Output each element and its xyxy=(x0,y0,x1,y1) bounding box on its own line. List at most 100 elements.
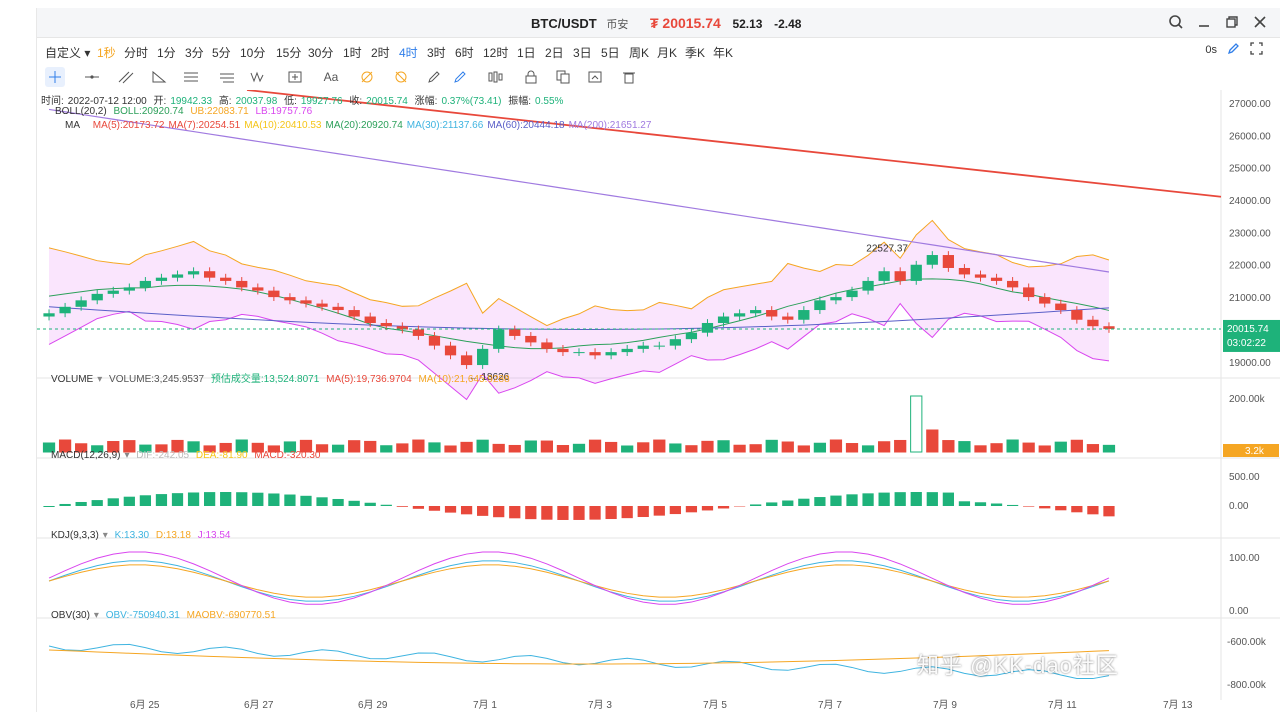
macd-bar xyxy=(798,498,810,506)
search-icon[interactable] xyxy=(1167,13,1185,31)
timeframe-4[interactable]: 3分 xyxy=(185,46,204,60)
timeframe-1[interactable]: 1秒 xyxy=(97,46,116,60)
timeframe-8[interactable]: 30分 xyxy=(308,46,334,60)
volume-name[interactable]: VOLUME xyxy=(51,374,94,385)
boll-name[interactable]: BOLL(20,2) xyxy=(55,106,107,117)
timeframe-6[interactable]: 10分 xyxy=(240,46,266,60)
timeframe-2[interactable]: 分时 xyxy=(124,46,149,60)
macd-bar xyxy=(621,506,633,519)
restore-icon[interactable] xyxy=(1223,13,1241,31)
lock-icon[interactable] xyxy=(521,67,541,87)
candle-body xyxy=(637,345,649,349)
price-change: 52.13 xyxy=(732,17,763,31)
ma-item-3: MA(20):20920.74 xyxy=(325,120,403,131)
timeframe-0[interactable]: 自定义 ▾ xyxy=(45,46,91,60)
timeframe-20[interactable]: 月K xyxy=(657,46,678,60)
countdown-timer: 0s xyxy=(1205,44,1217,56)
macd-axis-top: 500.00 xyxy=(1229,472,1260,483)
candle-body xyxy=(396,326,408,330)
volume-bar xyxy=(203,445,216,453)
candle-body xyxy=(171,274,184,278)
text-icon[interactable]: Aa xyxy=(323,70,339,84)
drawing-toolbar: Aa xyxy=(37,65,1280,89)
timeframe-18[interactable]: 5日 xyxy=(601,46,620,60)
volume-bar xyxy=(251,442,264,453)
volume-bar xyxy=(733,444,746,453)
timeframe-14[interactable]: 12时 xyxy=(483,46,509,60)
candle-body xyxy=(91,293,103,301)
edit-icon[interactable] xyxy=(1227,42,1240,58)
candle-body xyxy=(268,290,280,298)
volume-bar xyxy=(1086,444,1100,453)
volume-bar xyxy=(75,443,88,453)
timeframe-13[interactable]: 6时 xyxy=(455,46,474,60)
timeframe-3[interactable]: 1分 xyxy=(157,46,176,60)
candle-body xyxy=(782,316,794,320)
crosshair-icon[interactable] xyxy=(45,67,65,87)
macd-bar xyxy=(59,503,71,506)
volume-bar xyxy=(861,445,875,453)
timeframe-15[interactable]: 1日 xyxy=(517,46,536,60)
candles-icon[interactable] xyxy=(485,67,505,87)
candle-body xyxy=(717,316,730,323)
macd-bar xyxy=(1006,504,1019,506)
volume-bar xyxy=(813,442,827,453)
parallel-channel-icon[interactable] xyxy=(116,67,136,87)
volume-bar xyxy=(139,444,152,453)
macd-bar xyxy=(974,502,987,506)
timeframe-10[interactable]: 2时 xyxy=(371,46,390,60)
trash-icon[interactable] xyxy=(619,67,639,87)
timeframe-22[interactable]: 年K xyxy=(713,46,734,60)
symbol-label[interactable]: BTC/USDT xyxy=(531,16,597,31)
obv-name[interactable]: OBV(30) xyxy=(51,610,90,621)
macd-bar xyxy=(910,492,922,506)
macd-bar xyxy=(493,506,505,518)
low-annotation: ← 18626 xyxy=(469,372,510,383)
volume-bar xyxy=(364,440,377,453)
candle-body xyxy=(878,271,890,281)
settings-icon[interactable] xyxy=(585,67,605,87)
timeframe-21[interactable]: 季K xyxy=(685,46,706,60)
fib-icon[interactable] xyxy=(181,67,201,87)
timeframe-7[interactable]: 15分 xyxy=(276,46,302,60)
macd-bar xyxy=(75,501,87,506)
brush-icon[interactable] xyxy=(451,67,471,87)
kdj-name[interactable]: KDJ(9,3,3) xyxy=(51,530,99,541)
magnet-off-icon[interactable] xyxy=(391,67,411,87)
candle-body xyxy=(525,335,537,343)
timeframe-16[interactable]: 2日 xyxy=(545,46,564,60)
minimize-icon[interactable] xyxy=(1195,13,1213,31)
timeframe-5[interactable]: 5分 xyxy=(212,46,231,60)
fullscreen-icon[interactable] xyxy=(1250,42,1263,58)
volume-bar xyxy=(171,439,184,453)
timeframe-9[interactable]: 1时 xyxy=(343,46,362,60)
ma-item-6: MA(200):21651.27 xyxy=(568,120,652,131)
volume-bar xyxy=(637,442,650,453)
ma-item-5: MA(60):20444.18 xyxy=(487,120,565,131)
horizontal-line-icon[interactable] xyxy=(82,67,102,87)
magnet-icon[interactable] xyxy=(357,67,377,87)
volume-bar xyxy=(829,439,843,453)
chart-canvas[interactable]: 27000.00 26000.00 25000.00 24000.00 23000.00… xyxy=(37,90,1280,712)
candle-body xyxy=(974,274,987,278)
volume-bar xyxy=(797,445,810,453)
pencil-icon[interactable] xyxy=(425,67,445,87)
close-icon[interactable] xyxy=(1251,13,1269,31)
macd-bar xyxy=(1039,506,1051,509)
candle-body xyxy=(1103,326,1115,329)
ma-name[interactable]: MA xyxy=(65,120,80,131)
measure-icon[interactable] xyxy=(285,67,305,87)
triangle-icon[interactable] xyxy=(149,67,169,87)
wave-icon[interactable] xyxy=(249,67,269,87)
candle-body xyxy=(252,287,264,291)
volume-bar xyxy=(926,429,939,453)
lines-icon[interactable] xyxy=(217,67,237,87)
timeframe-17[interactable]: 3日 xyxy=(573,46,592,60)
macd-name[interactable]: MACD(12,26,9) xyxy=(51,450,121,461)
copy-icon[interactable] xyxy=(553,67,573,87)
volume-bar xyxy=(701,440,714,453)
timeframe-12[interactable]: 3时 xyxy=(427,46,446,60)
timeframe-11[interactable]: 4时 xyxy=(399,46,418,60)
macd-bar xyxy=(1023,506,1035,507)
timeframe-19[interactable]: 周K xyxy=(629,46,650,60)
